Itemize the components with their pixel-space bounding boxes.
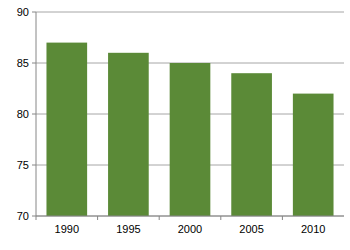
tick-mark — [32, 12, 36, 13]
bar — [293, 94, 334, 216]
category-label: 1990 — [55, 223, 79, 235]
x-axis — [36, 216, 344, 217]
x-tick-mark — [282, 216, 283, 220]
chart: 70 75 80 85 90 1990 1995 2000 2005 2010 — [0, 0, 350, 250]
tick-mark — [32, 165, 36, 166]
x-tick-mark — [36, 216, 37, 220]
y-axis — [36, 12, 37, 216]
x-tick-mark — [97, 216, 98, 220]
grid-line — [36, 12, 344, 13]
tick-label: 80 — [17, 108, 29, 120]
category-label: 2010 — [301, 223, 325, 235]
tick-mark — [32, 216, 36, 217]
x-tick-mark — [220, 216, 221, 220]
category-label: 2000 — [178, 223, 202, 235]
bar — [231, 73, 272, 216]
bar — [170, 63, 211, 216]
tick-mark — [32, 63, 36, 64]
plot-area — [36, 12, 344, 216]
bars — [46, 43, 333, 216]
category-label: 2005 — [239, 223, 263, 235]
bar — [108, 53, 149, 216]
tick-label: 90 — [17, 6, 29, 18]
x-tick-mark — [159, 216, 160, 220]
tick-label: 75 — [17, 159, 29, 171]
category-label: 1995 — [116, 223, 140, 235]
tick-mark — [32, 114, 36, 115]
bar — [46, 43, 87, 216]
grid-line — [36, 216, 344, 217]
tick-label: 70 — [17, 210, 29, 222]
tick-label: 85 — [17, 57, 29, 69]
